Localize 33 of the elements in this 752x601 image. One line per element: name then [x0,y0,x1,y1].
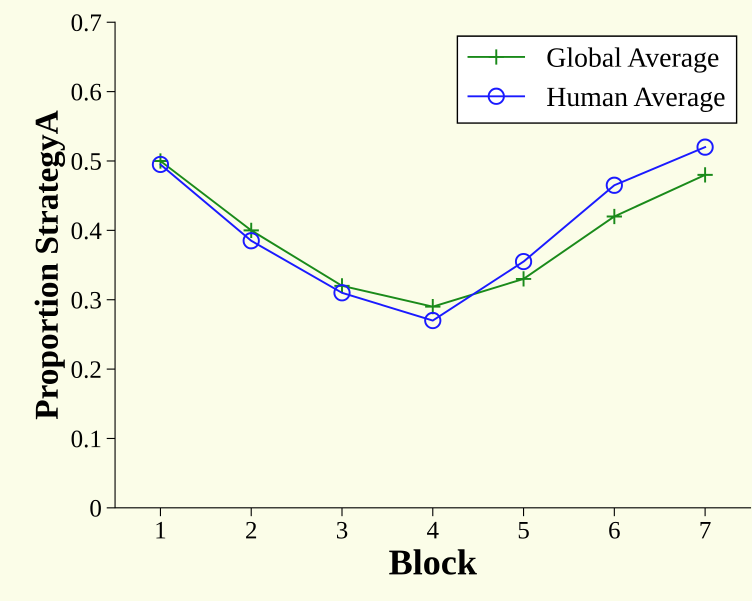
x-tick-label: 3 [336,522,348,539]
legend-label: Human Average [547,88,725,112]
y-axis-title: Proportion StrategyA [34,110,66,420]
point [424,312,442,330]
y-tick-label: 0.5 [72,153,101,170]
point [606,176,623,194]
point [696,166,714,184]
point [333,284,351,302]
point [152,152,170,170]
y-tick-label: 0.1 [72,430,100,448]
x-tick-label: 5 [518,522,529,539]
point [696,138,714,156]
x-axis-title: Block [389,549,477,575]
x-tick-label: 6 [609,522,620,539]
y-tick-label: 0.2 [72,361,100,378]
point [606,208,623,226]
legend-label: Global Average [547,47,718,73]
y-tick-label: 0.6 [72,84,102,101]
point [242,232,260,250]
y-tick-label: 0 [90,500,101,517]
point [424,298,442,316]
point [242,222,260,239]
point [152,156,170,174]
point [514,270,532,288]
x-tick-label: 4 [427,522,439,538]
y-tick-label: 0.7 [72,14,102,32]
x-tick-label: 1 [156,522,166,538]
y-tick-label: 0.4 [72,222,102,240]
y-tick-label: 0.3 [72,292,101,309]
x-tick-label: 7 [700,522,711,538]
point [333,277,351,294]
point [514,252,532,270]
x-tick-label: 2 [246,522,256,538]
